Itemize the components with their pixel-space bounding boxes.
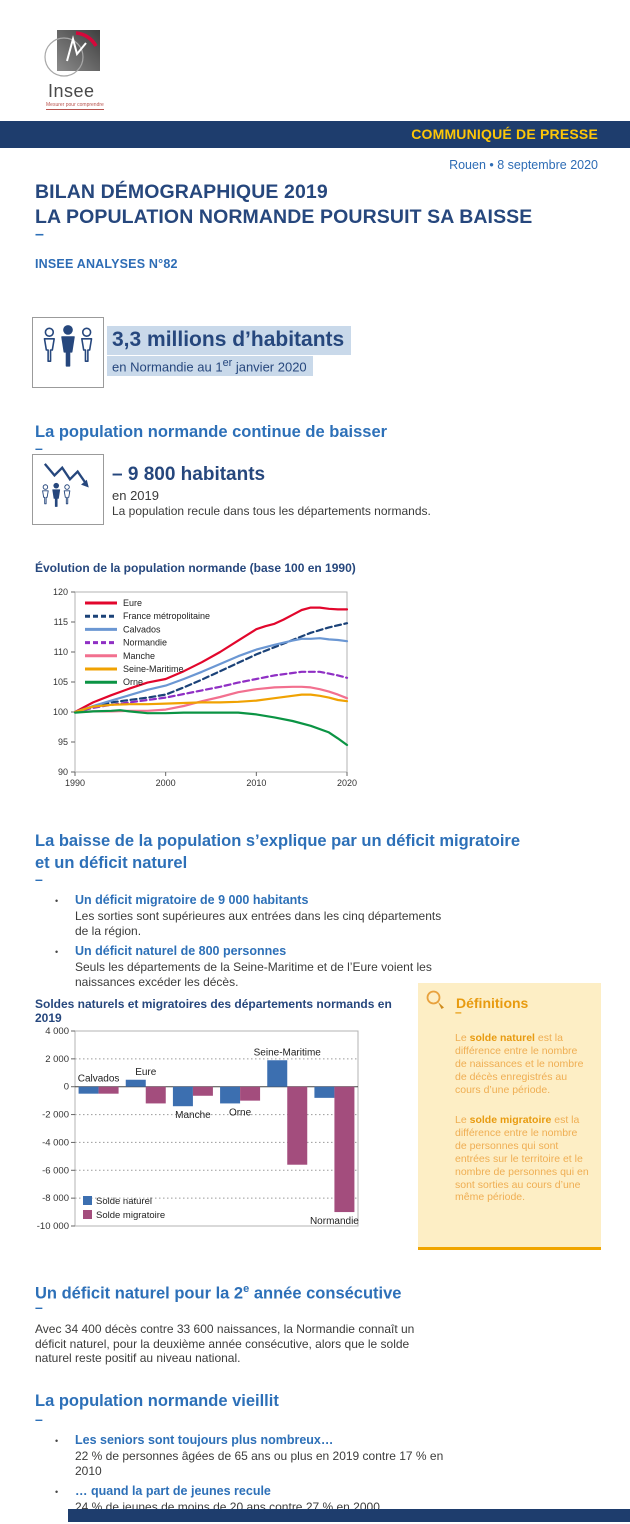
svg-text:2000: 2000 [156, 778, 176, 788]
svg-text:Normandie: Normandie [123, 638, 167, 648]
svg-text:105: 105 [53, 677, 68, 687]
key-figure-population: 3,3 millions d’habitants [107, 326, 352, 355]
line-chart-title: Évolution de la population normande (bas… [35, 561, 356, 575]
section2-dash: – [35, 871, 43, 887]
insee-logo: Insee Mesurer pour comprendre [40, 30, 110, 110]
svg-text:-6 000: -6 000 [42, 1165, 69, 1176]
svg-text:-2 000: -2 000 [42, 1110, 69, 1121]
svg-text:2020: 2020 [337, 778, 357, 788]
svg-text:2 000: 2 000 [45, 1054, 69, 1065]
definitions-dash: – [455, 1005, 462, 1019]
bullet-title: Les seniors sont toujours plus nombreux… [75, 1433, 334, 1447]
definition-solde-naturel: Le solde naturel est la différence entre… [455, 1032, 584, 1096]
svg-text:Solde migratoire: Solde migratoire [96, 1210, 165, 1221]
definition-solde-migratoire: Le solde migratoire est la différence en… [455, 1114, 589, 1204]
svg-text:Solde naturel: Solde naturel [96, 1196, 152, 1207]
definitions-heading: Définitions [456, 994, 529, 1011]
dateline: Rouen • 8 septembre 2020 [449, 158, 598, 172]
svg-text:-8 000: -8 000 [42, 1193, 69, 1204]
key-figure-population-sub: en Normandie au 1er janvier 2020 [107, 356, 313, 377]
soldes-bar-chart: 4 000 2 000 0 -2 000 -4 000 -6 000 -8 000 -10 0… [37, 1026, 360, 1232]
population-evolution-chart: 90 95 100 105 110 115 120 1990 2000 2010 2020 Eure F… [53, 587, 357, 788]
bullet-icon: • [55, 947, 59, 958]
section-heading-deficit-naturel: Un déficit naturel pour la 2e année cons… [35, 1283, 402, 1303]
svg-text:France métropolitaine: France métropolitaine [123, 611, 210, 621]
bullet-icon: • [55, 1436, 59, 1446]
key-figure-decline: – 9 800 habitants [112, 464, 266, 485]
svg-text:100: 100 [53, 707, 68, 717]
footer-bar [68, 1509, 630, 1522]
svg-text:-10 000: -10 000 [37, 1221, 69, 1232]
magnifier-icon [425, 989, 447, 1016]
svg-text:0: 0 [64, 1082, 69, 1093]
insee-logo-name: Insee [48, 81, 95, 101]
svg-text:90: 90 [58, 767, 68, 777]
svg-text:-4 000: -4 000 [42, 1137, 69, 1148]
svg-text:4 000: 4 000 [45, 1026, 69, 1037]
list-item: • Un déficit migratoire de 9 000 habitan… [55, 893, 455, 942]
svg-text:Eure: Eure [123, 598, 142, 608]
svg-text:Seine-Maritime: Seine-Maritime [254, 1047, 322, 1058]
svg-text:Orne: Orne [229, 1107, 252, 1118]
page-title-line2: LA POPULATION NORMANDE POURSUIT SA BAISS… [35, 206, 533, 228]
definitions-box: Définitions – Le solde naturel est la di… [418, 983, 601, 1250]
svg-text:Manche: Manche [123, 651, 155, 661]
page-title: BILAN DÉMOGRAPHIQUE 2019 LA POPULATION N… [35, 180, 532, 230]
bullet-text: Seuls les départements de la Seine-Marit… [75, 960, 432, 989]
bullet-text: 22 % de personnes âgées de 65 ans ou plu… [75, 1449, 444, 1478]
bar-chart-title: Soldes naturels et migratoires des dépar… [35, 997, 392, 1025]
people-icon [40, 323, 96, 382]
bullet-title: … quand la part de jeunes recule [75, 1484, 271, 1499]
bullet-title: Un déficit migratoire de 9 000 habitants [75, 893, 309, 907]
deficit-bullet-list: • Un déficit migratoire de 9 000 habitan… [55, 893, 455, 995]
svg-text:Calvados: Calvados [123, 624, 161, 634]
bullet-icon: • [55, 1487, 59, 1498]
svg-text:115: 115 [54, 617, 68, 627]
deficit-naturel-paragraph: Avec 34 400 décès contre 33 600 naissanc… [35, 1322, 415, 1366]
svg-text:Orne: Orne [123, 677, 143, 687]
aging-bullet-list: • Les seniors sont toujours plus nombreu… [55, 1433, 455, 1521]
section-heading-deficits: La baisse de la population s’explique pa… [35, 832, 521, 872]
svg-text:Calvados: Calvados [78, 1074, 120, 1085]
press-banner: COMMUNIQUÉ DE PRESSE [0, 121, 630, 148]
population-decline-icon [39, 459, 97, 520]
bullet-text: Les sorties sont supérieures aux entrées… [75, 909, 442, 938]
section3-dash: – [35, 1299, 43, 1315]
page-title-line1: BILAN DÉMOGRAPHIQUE 2019 [35, 181, 328, 203]
svg-text:95: 95 [58, 737, 68, 747]
svg-text:Normandie: Normandie [310, 1216, 359, 1227]
press-banner-label: COMMUNIQUÉ DE PRESSE [411, 126, 598, 142]
svg-text:110: 110 [54, 647, 68, 657]
section1-dash: – [35, 440, 43, 456]
key-figure-decline-year: en 2019 [112, 488, 159, 503]
svg-text:1990: 1990 [65, 778, 85, 788]
insee-logo-tagline: Mesurer pour comprendre [46, 102, 104, 110]
svg-text:120: 120 [53, 587, 68, 597]
issue-number: INSEE ANALYSES N°82 [35, 257, 178, 271]
svg-text:2010: 2010 [246, 778, 266, 788]
section-heading-baisse: La population normande continue de baiss… [35, 423, 388, 441]
bullet-icon: • [55, 896, 59, 906]
section-heading-vieillit: La population normande vieillit [35, 1392, 279, 1410]
svg-text:Eure: Eure [135, 1067, 157, 1078]
list-item: • Un déficit naturel de 800 personnes Se… [55, 944, 455, 993]
decline-icon-box [32, 454, 104, 525]
bullet-title: Un déficit naturel de 800 personnes [75, 944, 287, 959]
list-item: • Les seniors sont toujours plus nombreu… [55, 1433, 455, 1482]
key-figure-decline-text: La population recule dans tous les dépar… [112, 504, 431, 518]
population-icon-box [32, 317, 104, 388]
svg-text:Manche: Manche [175, 1110, 211, 1121]
insee-logo-icon [40, 30, 104, 80]
title-dash: – [35, 226, 44, 243]
svg-text:Seine-Maritime: Seine-Maritime [123, 664, 184, 674]
section4-dash: – [35, 1411, 43, 1427]
